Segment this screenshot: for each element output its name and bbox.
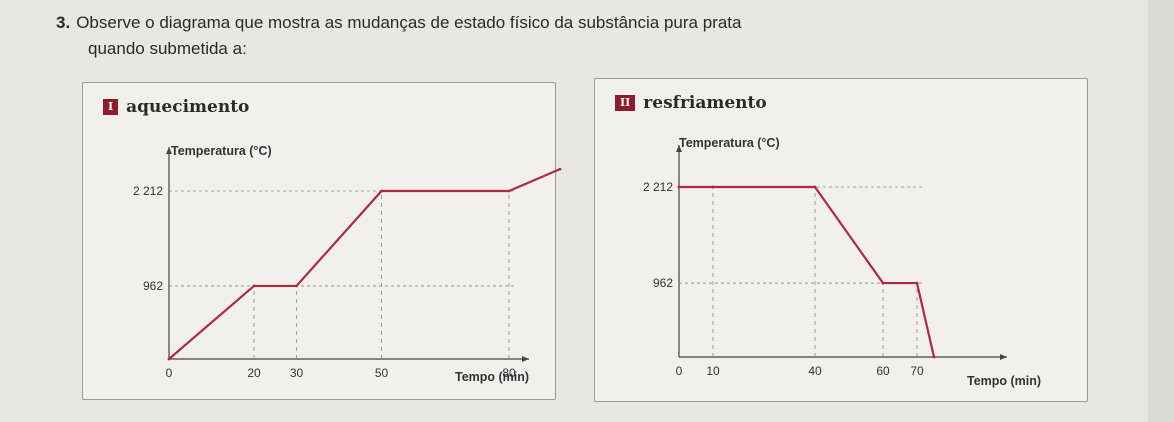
x-axis-arrow	[522, 356, 529, 362]
y-tick-label: 2 212	[133, 184, 163, 198]
data-point	[711, 185, 715, 189]
question-line-2: quando submetida a:	[88, 39, 247, 58]
y-axis-title: Temperatura (°C)	[679, 136, 780, 150]
x-tick-label: 0	[166, 366, 173, 380]
y-tick-label: 962	[143, 279, 163, 293]
data-point	[677, 185, 681, 189]
cooling-chart: 962 2 212 0 10 40 60 70 Temperatura (°C) Tempo (…	[643, 136, 1041, 388]
x-tick-label: 40	[808, 364, 822, 378]
y-tick-label: 962	[653, 276, 673, 290]
data-point	[932, 355, 936, 359]
data-point	[295, 284, 298, 288]
x-tick-label: 0	[676, 364, 683, 378]
cooling-chart-tag: II	[615, 95, 636, 111]
question-number: 3.	[56, 13, 71, 32]
y-axis-arrow	[166, 147, 172, 154]
y-axis-arrow	[676, 145, 682, 152]
question-text: 3. Observe o diagrama que mostra as mudan…	[56, 10, 956, 62]
cooling-chart-title: II resfriamento	[615, 93, 767, 113]
heating-chart-panel: I aquecimento 962 2 212 0 20 30 50 80 Temperatu…	[82, 82, 562, 400]
data-point	[558, 167, 562, 171]
data-point	[881, 281, 885, 285]
heating-chart-tag: I	[103, 99, 119, 115]
x-axis-title: Tempo (min)	[455, 370, 529, 384]
heating-chart: 962 2 212 0 20 30 50 80 Temperatura (°C) Tempo (…	[133, 144, 562, 384]
x-tick-label: 70	[910, 364, 924, 378]
data-point	[380, 189, 383, 193]
data-line	[679, 185, 936, 358]
page-edge	[1148, 0, 1174, 422]
x-tick-label: 30	[290, 366, 304, 380]
y-tick-label: 2 212	[643, 180, 673, 194]
x-tick-label: 10	[706, 364, 720, 378]
data-point	[252, 284, 256, 288]
x-tick-label: 20	[247, 366, 261, 380]
question-line-1: Observe o diagrama que mostra as mudança…	[76, 13, 742, 32]
x-tick-label: 80	[502, 366, 516, 380]
data-point	[507, 189, 511, 193]
data-point	[813, 185, 817, 189]
cooling-chart-title-text: resfriamento	[643, 93, 767, 113]
x-tick-label: 60	[876, 364, 890, 378]
heating-chart-title-text: aquecimento	[126, 97, 250, 117]
data-line	[168, 168, 561, 360]
data-point	[915, 281, 919, 285]
cooling-chart-panel: II resfriamento 962 2 212 0 10 40 60 70 Tempera…	[594, 78, 1088, 402]
heating-chart-title: I aquecimento	[103, 97, 249, 117]
x-axis-title: Tempo (min)	[967, 374, 1041, 388]
x-axis-arrow	[1000, 354, 1007, 360]
data-point	[167, 357, 171, 361]
y-axis-title: Temperatura (°C)	[171, 144, 272, 158]
x-tick-label: 50	[375, 366, 389, 380]
